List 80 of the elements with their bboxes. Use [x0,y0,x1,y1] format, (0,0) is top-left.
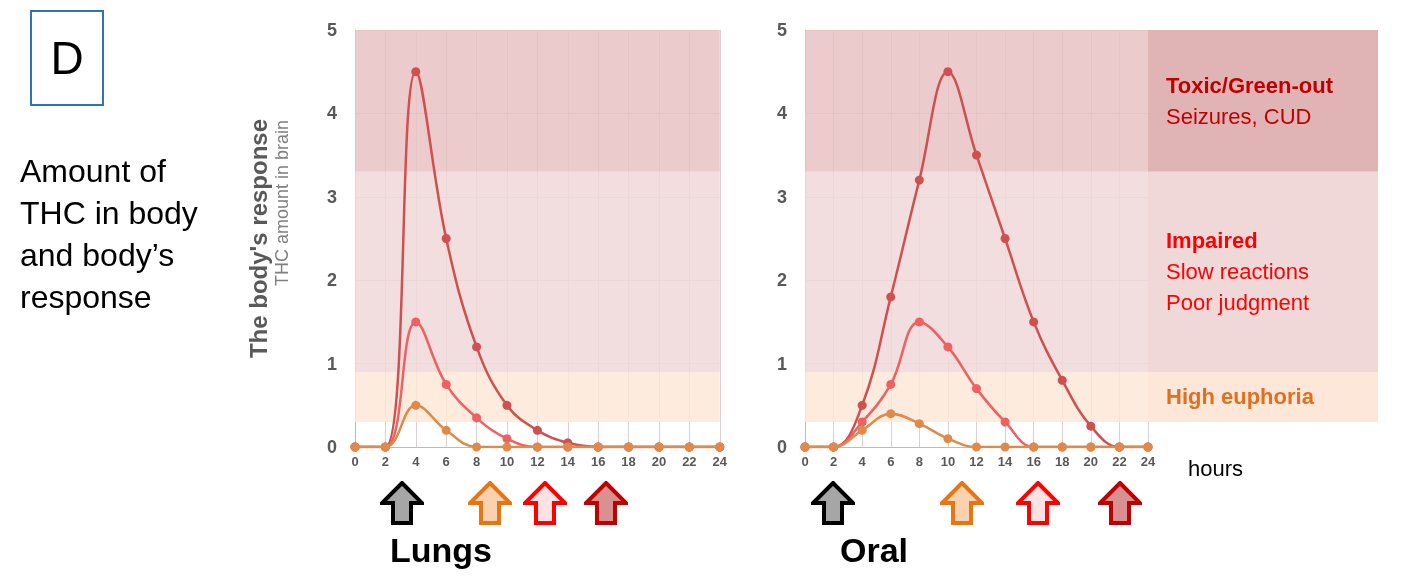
x-tick-label: 16 [590,454,606,469]
point [857,400,867,410]
y-tick-label: 4 [326,103,337,124]
x-tick-label: 18 [1055,454,1070,469]
point [472,413,482,423]
band-label: Toxic/Green-out Seizures, CUD [1166,72,1334,129]
x-tick-label: 14 [997,454,1014,469]
x-tick-label: 20 [651,454,667,469]
y-axis-title: The body's response [244,118,272,359]
y-tick-label: 2 [326,270,337,291]
point [532,425,542,435]
point [441,425,451,435]
band-label: High euphoria [1166,384,1315,410]
point [411,317,421,327]
x-tick-label: 12 [530,454,545,469]
x-tick-label: 12 [969,454,984,469]
point [1057,375,1067,385]
point [502,434,512,444]
point [411,67,421,77]
x-tick-label: 4 [858,454,867,469]
point [441,234,451,243]
y-tick-label: 4 [776,103,787,124]
x-tick-label: 24 [712,454,728,469]
x-axis-title: hours [1188,455,1244,481]
point [502,400,512,410]
point [472,342,482,352]
point [1000,442,1010,452]
y-tick-label: 1 [776,353,787,374]
point [502,442,512,452]
x-tick-label: 6 [887,454,895,469]
point [943,342,953,352]
band-label: Impaired Slow reactions Poor judgment [1166,228,1310,316]
point [943,67,953,77]
point [1029,317,1039,327]
point [943,434,953,444]
point [411,400,421,410]
point [857,425,867,435]
point [886,409,896,419]
y-tick-label: 2 [776,270,787,291]
x-tick-label: 14 [560,454,576,469]
y-tick-label: 5 [326,20,337,40]
y-tick-label: 3 [326,186,337,207]
x-tick-label: 10 [940,454,956,469]
point [972,384,981,394]
text: Amount of THC in body and body’s response [20,152,199,317]
x-tick-label: 6 [442,454,450,469]
x-tick-label: 2 [381,454,390,469]
point [1086,421,1096,431]
point [914,317,924,327]
y-tick-label: 1 [326,353,337,374]
x-tick-label: 20 [1083,454,1099,469]
text: Oral [840,531,909,569]
x-tick-label: 0 [351,454,359,469]
x-tick-label: 0 [801,454,809,469]
point [441,379,451,389]
x-tick-label: 2 [829,454,838,469]
point [1000,417,1010,427]
text: THC amount in brain [272,119,292,287]
point [472,442,482,452]
x-tick-label: 24 [1140,454,1156,469]
x-tick-label: 4 [412,454,421,469]
point [914,419,924,429]
point [886,292,896,302]
x-tick-label: 22 [682,454,697,469]
text: Lungs [390,531,492,569]
point [1000,234,1010,243]
x-tick-label: 16 [1026,454,1041,469]
x-tick-label: 8 [915,454,923,469]
text: D [30,10,104,106]
point [972,150,981,160]
y-tick-label: 5 [776,20,787,40]
x-tick-label: 10 [499,454,515,469]
x-tick-label: 8 [472,454,481,469]
point [972,442,981,452]
y-tick-label: 3 [776,186,787,207]
point [886,379,896,389]
point [857,417,867,427]
point [914,175,924,185]
x-tick-label: 18 [621,454,636,469]
x-tick-label: 22 [1112,454,1127,469]
